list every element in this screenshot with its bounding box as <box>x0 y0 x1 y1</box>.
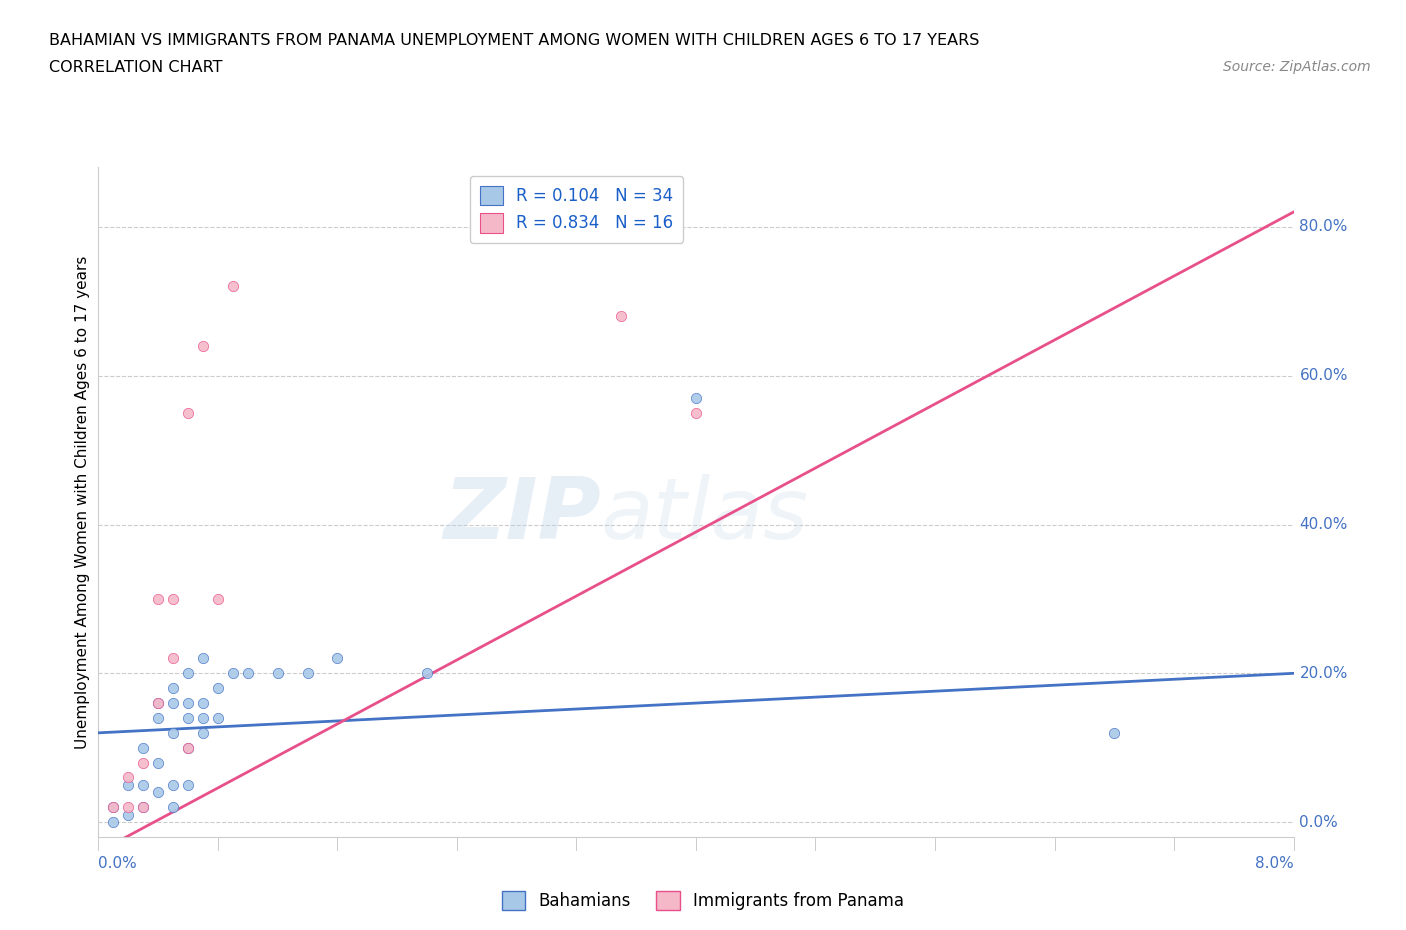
Point <box>222 279 245 294</box>
Point <box>191 339 214 353</box>
Point <box>132 740 155 755</box>
Point <box>132 800 155 815</box>
Point <box>207 681 229 696</box>
Point <box>132 755 155 770</box>
Point <box>162 800 184 815</box>
Legend: Bahamians, Immigrants from Panama: Bahamians, Immigrants from Panama <box>495 884 911 917</box>
Point <box>162 696 184 711</box>
Point <box>162 651 184 666</box>
Point <box>177 740 200 755</box>
Text: Source: ZipAtlas.com: Source: ZipAtlas.com <box>1223 60 1371 74</box>
Point <box>148 696 170 711</box>
Text: atlas: atlas <box>600 474 808 557</box>
Point <box>177 777 200 792</box>
Point <box>177 666 200 681</box>
Point <box>162 777 184 792</box>
Point <box>191 711 214 725</box>
Point <box>103 800 125 815</box>
Point <box>222 666 245 681</box>
Point <box>148 711 170 725</box>
Legend: R = 0.104   N = 34, R = 0.834   N = 16: R = 0.104 N = 34, R = 0.834 N = 16 <box>470 176 683 243</box>
Y-axis label: Unemployment Among Women with Children Ages 6 to 17 years: Unemployment Among Women with Children A… <box>75 256 90 749</box>
Point <box>132 800 155 815</box>
Point <box>207 711 229 725</box>
Point <box>117 770 139 785</box>
Point <box>416 666 439 681</box>
Point <box>132 777 155 792</box>
Point <box>685 391 707 405</box>
Point <box>162 725 184 740</box>
Point <box>162 591 184 606</box>
Text: 0.0%: 0.0% <box>1299 815 1339 830</box>
Point <box>191 725 214 740</box>
Point <box>103 800 125 815</box>
Point <box>1102 725 1125 740</box>
Text: 20.0%: 20.0% <box>1299 666 1348 681</box>
Point <box>177 405 200 420</box>
Text: 0.0%: 0.0% <box>98 856 138 870</box>
Point <box>177 696 200 711</box>
Text: 40.0%: 40.0% <box>1299 517 1348 532</box>
Point <box>297 666 319 681</box>
Point <box>162 681 184 696</box>
Point <box>267 666 290 681</box>
Point <box>177 740 200 755</box>
Text: ZIP: ZIP <box>443 474 600 557</box>
Point <box>117 777 139 792</box>
Point <box>326 651 349 666</box>
Text: 8.0%: 8.0% <box>1254 856 1294 870</box>
Text: CORRELATION CHART: CORRELATION CHART <box>49 60 222 75</box>
Point <box>685 405 707 420</box>
Point <box>103 815 125 830</box>
Point <box>207 591 229 606</box>
Point <box>117 807 139 822</box>
Point <box>236 666 259 681</box>
Text: 60.0%: 60.0% <box>1299 368 1348 383</box>
Text: 80.0%: 80.0% <box>1299 219 1348 234</box>
Point <box>148 785 170 800</box>
Point <box>148 755 170 770</box>
Point <box>177 711 200 725</box>
Text: BAHAMIAN VS IMMIGRANTS FROM PANAMA UNEMPLOYMENT AMONG WOMEN WITH CHILDREN AGES 6: BAHAMIAN VS IMMIGRANTS FROM PANAMA UNEMP… <box>49 33 980 47</box>
Point <box>191 651 214 666</box>
Point <box>191 696 214 711</box>
Point <box>117 800 139 815</box>
Point <box>148 591 170 606</box>
Point <box>148 696 170 711</box>
Point <box>610 309 633 324</box>
